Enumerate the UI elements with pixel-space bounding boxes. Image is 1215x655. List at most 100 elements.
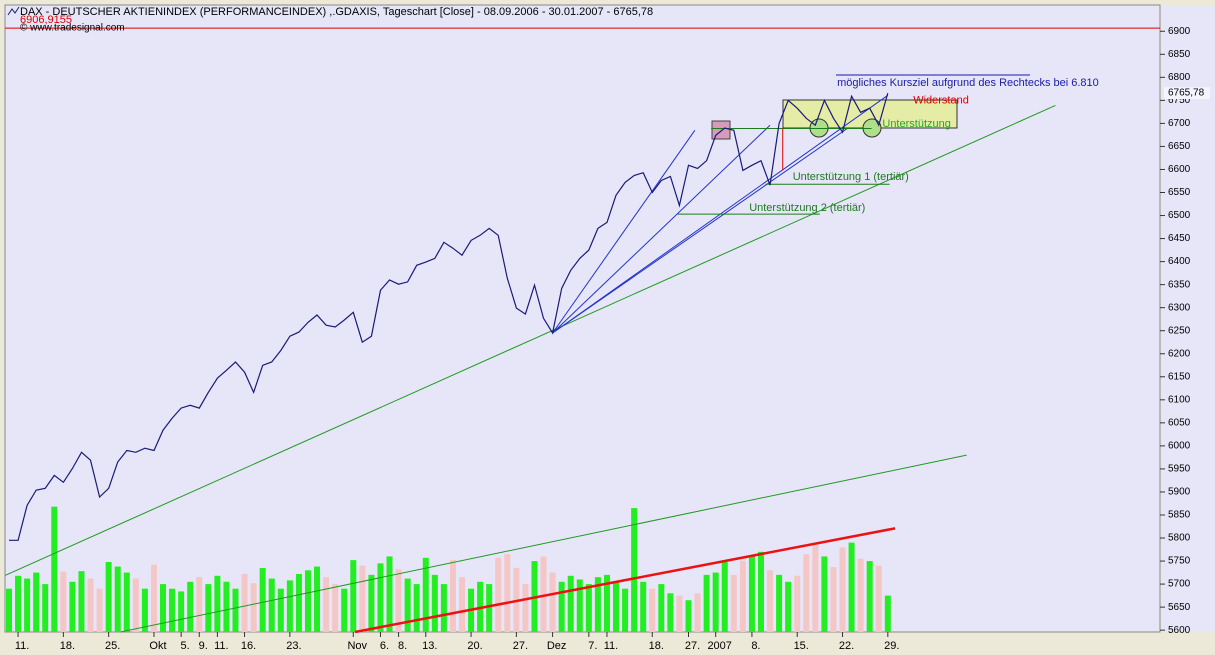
volume-bar — [685, 600, 692, 632]
volume-bar — [33, 572, 40, 632]
volume-bar — [522, 584, 529, 632]
volume-bar — [667, 593, 674, 632]
x-tick-label: 8. — [398, 640, 407, 652]
volume-bar — [286, 580, 293, 632]
volume-bar — [24, 578, 31, 632]
volume-bar — [42, 584, 49, 632]
volume-bar — [486, 584, 493, 632]
y-tick-label: 5950 — [1168, 464, 1191, 475]
y-tick-label: 6900 — [1168, 26, 1191, 37]
volume-bar — [857, 558, 864, 632]
x-tick-label: 11. — [15, 640, 29, 652]
volume-bar — [178, 591, 185, 632]
trendline — [120, 454, 967, 633]
y-tick-label: 6650 — [1168, 141, 1191, 152]
volume-bar — [558, 581, 565, 632]
volume-bar — [739, 561, 746, 632]
x-tick-label: 22. — [839, 640, 854, 652]
volume-bar — [314, 566, 321, 632]
volume-bar — [694, 593, 701, 632]
y-tick-label: 6800 — [1168, 72, 1191, 83]
y-tick-label: 5850 — [1168, 510, 1191, 521]
y-tick-label: 5900 — [1168, 487, 1191, 498]
x-tick-label: Nov — [347, 640, 367, 652]
volume-bar — [449, 560, 456, 632]
y-tick-label: 5750 — [1168, 556, 1191, 567]
volume-bar — [649, 588, 656, 632]
volume-bar — [803, 554, 810, 632]
volume-bar — [585, 584, 592, 632]
volume-bar — [848, 542, 855, 632]
volume-bar — [812, 544, 819, 632]
x-tick-label: 18. — [649, 640, 664, 652]
volume-bar — [268, 578, 275, 632]
volume-bar — [730, 574, 737, 632]
volume-bar — [631, 508, 638, 632]
annotation: Unterstützung — [882, 118, 950, 130]
volume-bar — [187, 581, 194, 632]
line-icon — [7, 6, 20, 16]
x-tick-label: Dez — [547, 640, 567, 652]
y-tick-label: 6150 — [1168, 371, 1191, 382]
volume-bar — [440, 584, 447, 632]
volume-bar — [160, 584, 167, 632]
volume-bar — [748, 556, 755, 632]
reference-label: 6906,9155 — [20, 14, 72, 26]
volume-bar — [196, 577, 203, 632]
trendline — [552, 127, 849, 334]
volume-bar — [576, 579, 583, 632]
volume-bar — [567, 575, 574, 632]
top-marker — [711, 120, 731, 140]
y-tick-label: 6550 — [1168, 187, 1191, 198]
volume-bar — [295, 573, 302, 632]
volume-bar — [712, 572, 719, 632]
x-tick-label: 5. — [181, 640, 190, 652]
volume-bar — [413, 584, 420, 632]
last-value-box — [1164, 87, 1210, 100]
volume-bar — [377, 563, 384, 632]
volume-bar — [87, 578, 94, 632]
volume-bar — [422, 557, 429, 632]
y-tick-label: 5650 — [1168, 602, 1191, 613]
volume-bar — [721, 561, 728, 632]
volume-bar — [232, 588, 239, 632]
volume-bar — [767, 570, 774, 632]
x-tick-label: 11. — [214, 640, 228, 652]
volume-bar — [15, 575, 22, 632]
volume-bar — [123, 572, 130, 632]
volume-bar — [96, 588, 103, 632]
volume-bar — [884, 595, 891, 632]
volume-bar — [431, 574, 438, 632]
volume-bar — [359, 565, 366, 632]
x-tick-label: 13. — [422, 640, 437, 652]
volume-bar — [395, 569, 402, 632]
y-tick-label: 6400 — [1168, 256, 1191, 267]
volume-bar — [594, 577, 601, 632]
volume-bar — [323, 577, 330, 632]
x-tick-label: 9. — [199, 640, 208, 652]
y-tick-label: 6850 — [1168, 49, 1191, 60]
volume-bar — [341, 588, 348, 632]
volume-bar — [613, 581, 620, 632]
y-tick-label: 6250 — [1168, 325, 1191, 336]
volume-bar — [141, 588, 148, 632]
volume-bar — [757, 551, 764, 632]
trendline — [354, 527, 896, 634]
annotation: Unterstützung 2 (tertiär) — [749, 202, 865, 214]
volume-bar — [459, 577, 465, 632]
volume-bar — [821, 556, 828, 632]
volume-bar — [368, 574, 375, 632]
x-tick-label: 27. — [513, 640, 528, 652]
x-tick-label: 7. — [588, 640, 597, 652]
volume-bar — [277, 588, 284, 632]
volume-bar — [603, 574, 610, 632]
volume-bar — [223, 581, 230, 632]
y-tick-label: 6700 — [1168, 118, 1191, 129]
x-tick-label: 27. — [685, 640, 700, 652]
x-tick-label: 29. — [884, 640, 899, 652]
volume-bar — [304, 570, 311, 632]
annotation: Widerstand — [913, 94, 969, 106]
y-tick-label: 6000 — [1168, 441, 1191, 452]
volume-bar — [504, 554, 511, 632]
